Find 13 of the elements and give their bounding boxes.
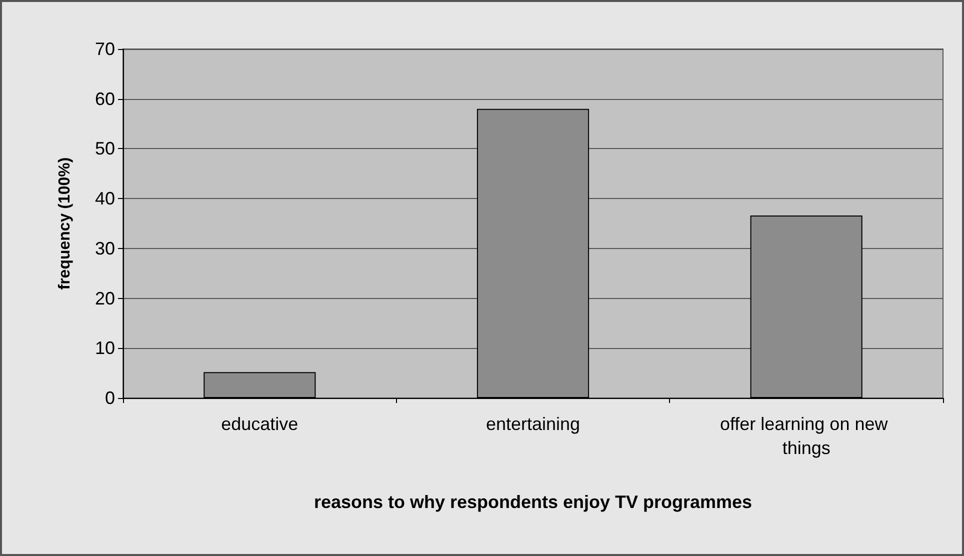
y-tick-label: 50 (94, 138, 115, 159)
y-tick-label: 10 (94, 338, 115, 358)
y-tick-label: 30 (94, 238, 115, 258)
y-tick-label: 0 (104, 388, 115, 408)
y-tick-label: 70 (94, 39, 115, 59)
x-tick-label: educative (221, 414, 298, 434)
x-axis-title: reasons to why respondents enjoy TV programmes (314, 492, 752, 512)
y-tick-label: 60 (94, 88, 115, 109)
y-tick-label: 40 (94, 188, 115, 209)
y-tick-label: 20 (94, 288, 115, 308)
x-tick-label: entertaining (486, 414, 580, 434)
y-axis-title: frequency (100%) (56, 157, 74, 290)
x-tick-label: offer learning on new things (720, 414, 893, 458)
